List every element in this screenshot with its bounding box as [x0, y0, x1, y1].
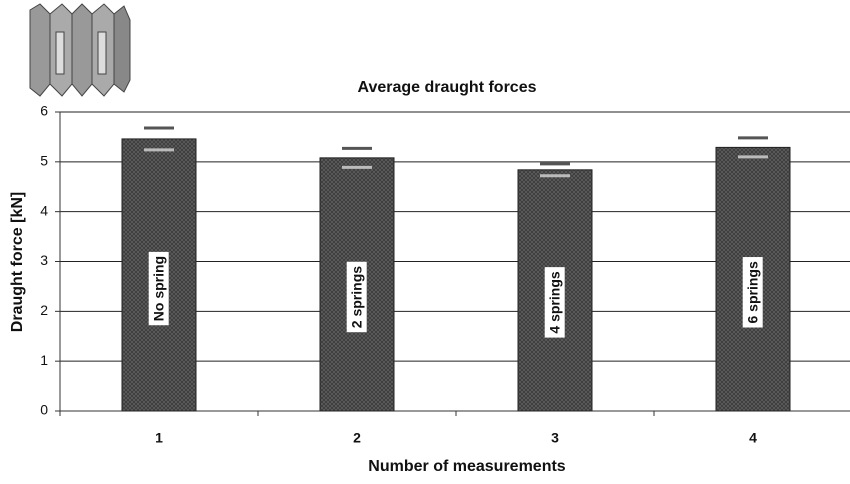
bar-label: 6 springs: [742, 257, 763, 328]
y-tick-label: 2: [40, 302, 48, 318]
x-axis-label: Number of measurements: [368, 458, 565, 475]
x-tick-label: 3: [551, 430, 559, 446]
y-axis-label: Draught force [kN]: [9, 192, 26, 332]
y-tick-label: 0: [40, 402, 48, 418]
bar-label-text: 2 springs: [349, 266, 365, 328]
x-tick-label: 2: [353, 430, 361, 446]
x-tick-label: 1: [155, 430, 163, 446]
bar-label-text: 4 springs: [547, 271, 563, 333]
chart-title: Average draught forces: [357, 79, 536, 96]
bar-label-box: [346, 261, 367, 333]
y-tick-label: 3: [40, 252, 48, 268]
bar-label: 2 springs: [346, 261, 367, 333]
y-tick-label: 4: [40, 202, 48, 218]
bar-label-box: [148, 251, 169, 326]
x-tick-label: 4: [749, 430, 757, 446]
y-tick-label: 1: [40, 352, 48, 368]
bar-label: 4 springs: [544, 267, 565, 338]
logo-icon: [29, 3, 131, 97]
y-tick-label: 5: [40, 153, 48, 169]
bar-label: No spring: [148, 251, 169, 326]
bar-label-box: [742, 257, 763, 328]
y-tick-label: 6: [40, 103, 48, 119]
bar-label-text: No spring: [151, 256, 167, 321]
bar-label-box: [544, 267, 565, 338]
bar-label-text: 6 springs: [745, 261, 761, 323]
